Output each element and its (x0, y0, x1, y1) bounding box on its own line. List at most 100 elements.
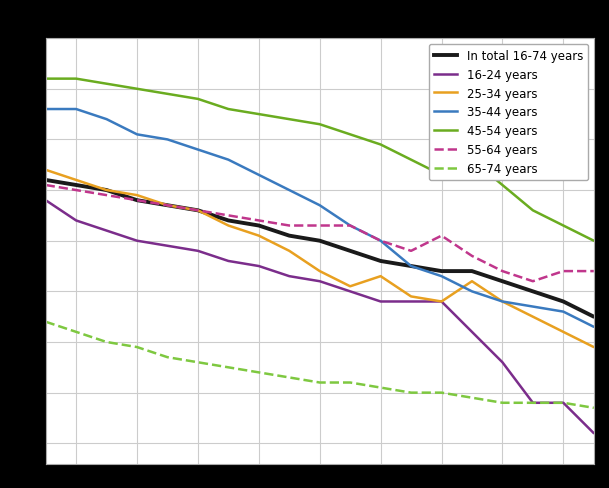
55-64 years (468, 253, 476, 259)
55-64 years (590, 268, 597, 274)
45-54 years (225, 107, 232, 113)
35-44 years (438, 274, 445, 280)
45-54 years (72, 77, 80, 82)
16-24 years (286, 274, 293, 280)
55-64 years (377, 238, 384, 244)
45-54 years (316, 122, 323, 128)
25-34 years (164, 203, 171, 209)
55-64 years (529, 279, 537, 285)
55-64 years (407, 248, 415, 254)
65-74 years (286, 375, 293, 381)
In total 16-74 years (377, 259, 384, 264)
In total 16-74 years (133, 198, 141, 203)
45-54 years (286, 117, 293, 123)
45-54 years (407, 158, 415, 163)
65-74 years (72, 329, 80, 335)
16-24 years (133, 238, 141, 244)
55-64 years (560, 268, 567, 274)
Line: 35-44 years: 35-44 years (46, 110, 594, 327)
65-74 years (499, 400, 506, 406)
16-24 years (560, 400, 567, 406)
45-54 years (499, 183, 506, 188)
In total 16-74 years (103, 188, 110, 194)
25-34 years (286, 248, 293, 254)
45-54 years (42, 77, 49, 82)
25-34 years (225, 223, 232, 229)
35-44 years (103, 117, 110, 123)
65-74 years (133, 345, 141, 350)
45-54 years (529, 208, 537, 214)
25-34 years (438, 299, 445, 305)
25-34 years (407, 294, 415, 300)
65-74 years (560, 400, 567, 406)
25-34 years (590, 345, 597, 350)
65-74 years (468, 395, 476, 401)
45-54 years (590, 238, 597, 244)
In total 16-74 years (468, 268, 476, 274)
25-34 years (133, 193, 141, 199)
In total 16-74 years (347, 248, 354, 254)
16-24 years (468, 329, 476, 335)
55-64 years (194, 208, 202, 214)
65-74 years (316, 380, 323, 386)
16-24 years (499, 360, 506, 366)
16-24 years (529, 400, 537, 406)
16-24 years (316, 279, 323, 285)
16-24 years (225, 259, 232, 264)
35-44 years (499, 299, 506, 305)
25-34 years (377, 274, 384, 280)
45-54 years (103, 81, 110, 87)
45-54 years (468, 158, 476, 163)
55-64 years (42, 183, 49, 188)
25-34 years (468, 279, 476, 285)
35-44 years (255, 173, 262, 179)
16-24 years (42, 198, 49, 203)
55-64 years (133, 198, 141, 203)
In total 16-74 years (42, 178, 49, 183)
35-44 years (316, 203, 323, 209)
25-34 years (347, 284, 354, 290)
55-64 years (347, 223, 354, 229)
65-74 years (438, 390, 445, 396)
16-24 years (194, 248, 202, 254)
45-54 years (133, 87, 141, 93)
16-24 years (347, 289, 354, 295)
65-74 years (347, 380, 354, 386)
16-24 years (255, 264, 262, 269)
35-44 years (529, 304, 537, 310)
16-24 years (590, 430, 597, 436)
35-44 years (560, 309, 567, 315)
35-44 years (194, 147, 202, 153)
25-34 years (529, 314, 537, 320)
In total 16-74 years (590, 314, 597, 320)
Legend: In total 16-74 years, 16-24 years, 25-34 years, 35-44 years, 45-54 years, 55-64 : In total 16-74 years, 16-24 years, 25-34… (429, 45, 588, 181)
55-64 years (286, 223, 293, 229)
Line: 55-64 years: 55-64 years (46, 185, 594, 282)
45-54 years (255, 112, 262, 118)
35-44 years (468, 289, 476, 295)
16-24 years (377, 299, 384, 305)
45-54 years (164, 92, 171, 98)
Line: 16-24 years: 16-24 years (46, 201, 594, 433)
35-44 years (164, 137, 171, 143)
35-44 years (72, 107, 80, 113)
In total 16-74 years (225, 218, 232, 224)
In total 16-74 years (438, 268, 445, 274)
In total 16-74 years (72, 183, 80, 188)
35-44 years (407, 264, 415, 269)
65-74 years (42, 319, 49, 325)
55-64 years (72, 188, 80, 194)
65-74 years (255, 370, 262, 376)
35-44 years (133, 132, 141, 138)
In total 16-74 years (407, 264, 415, 269)
In total 16-74 years (255, 223, 262, 229)
16-24 years (103, 228, 110, 234)
65-74 years (529, 400, 537, 406)
25-34 years (499, 299, 506, 305)
55-64 years (103, 193, 110, 199)
65-74 years (407, 390, 415, 396)
65-74 years (164, 354, 171, 360)
35-44 years (347, 223, 354, 229)
45-54 years (194, 97, 202, 102)
65-74 years (194, 360, 202, 366)
